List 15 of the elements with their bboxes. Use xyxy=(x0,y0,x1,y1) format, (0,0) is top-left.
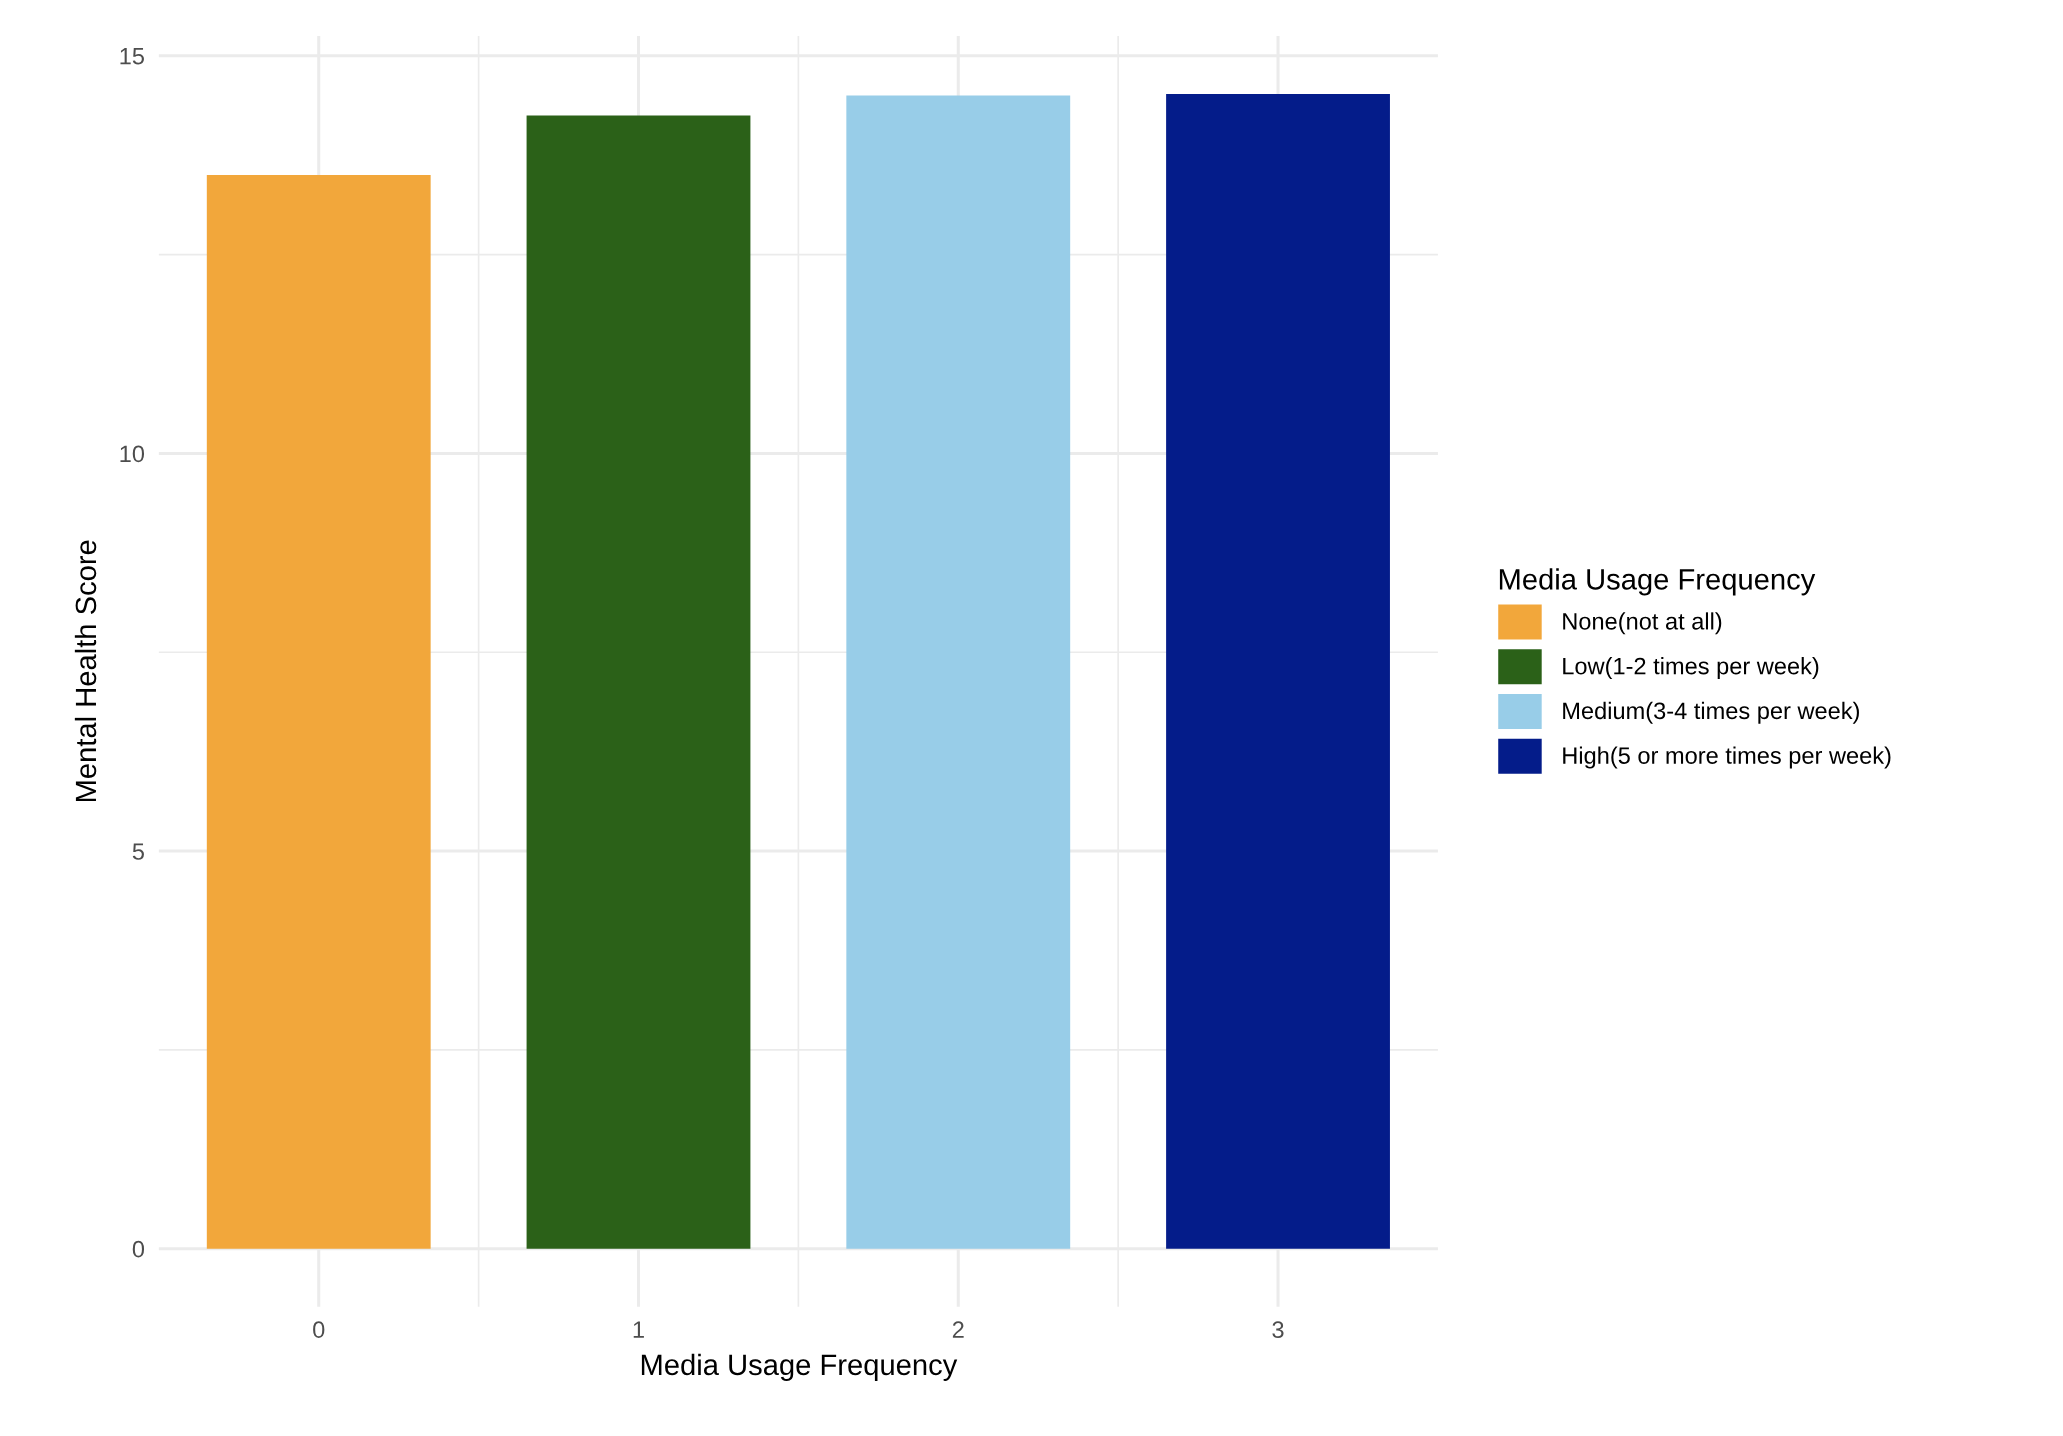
legend-label: Low(1-2 times per week) xyxy=(1563,657,1819,680)
legend-title: Media Usage Frequency xyxy=(1499,568,1816,596)
y-tick-label: 15 xyxy=(120,48,144,65)
y-tick-label: 10 xyxy=(120,445,145,463)
x-tick-label: 1 xyxy=(633,1321,644,1338)
x-tick-label: 3 xyxy=(1272,1321,1284,1338)
x-tick-label: 2 xyxy=(952,1321,964,1338)
legend-label: None(not at all) xyxy=(1563,612,1722,635)
y-tick-label: 0 xyxy=(132,1240,145,1258)
x-tick-label: 0 xyxy=(313,1321,325,1338)
legend-label: Medium(3-4 times per week) xyxy=(1563,701,1859,724)
y-axis-title: Mental Health Score xyxy=(74,540,97,802)
legend-label: High(5 or more times per week) xyxy=(1563,746,1891,769)
y-tick-label: 5 xyxy=(132,843,144,860)
x-axis-title: Media Usage Frequency xyxy=(641,1353,958,1381)
